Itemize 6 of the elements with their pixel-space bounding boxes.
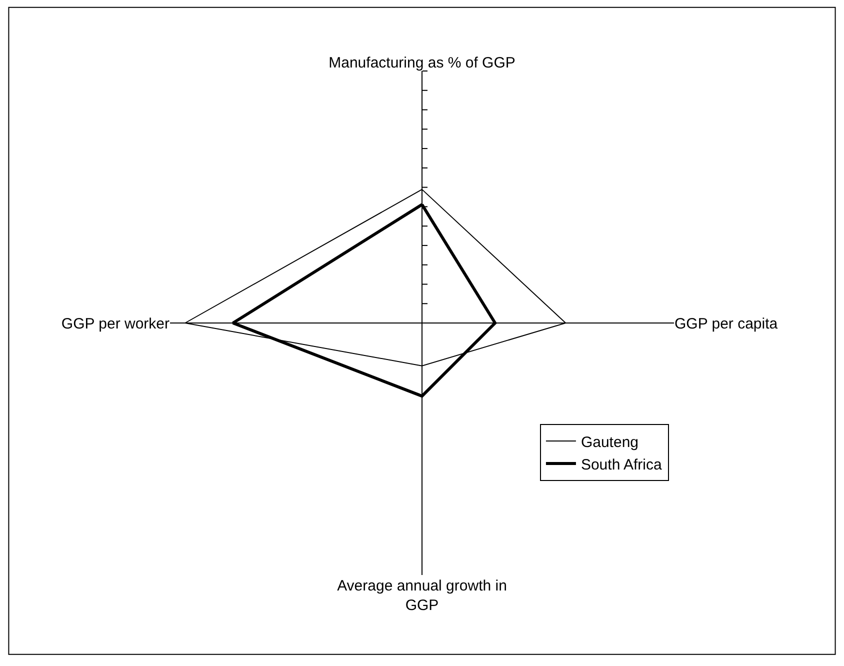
legend-label: South Africa [580,456,662,474]
legend-label: Gauteng [580,434,639,451]
spoke-label: GGP per worker [61,315,170,332]
spoke-label: Average annual growth in GGP [337,578,507,614]
spoke-label: Manufacturing as % of GGP [328,54,516,72]
spoke-label: GGP per capita [674,315,778,332]
